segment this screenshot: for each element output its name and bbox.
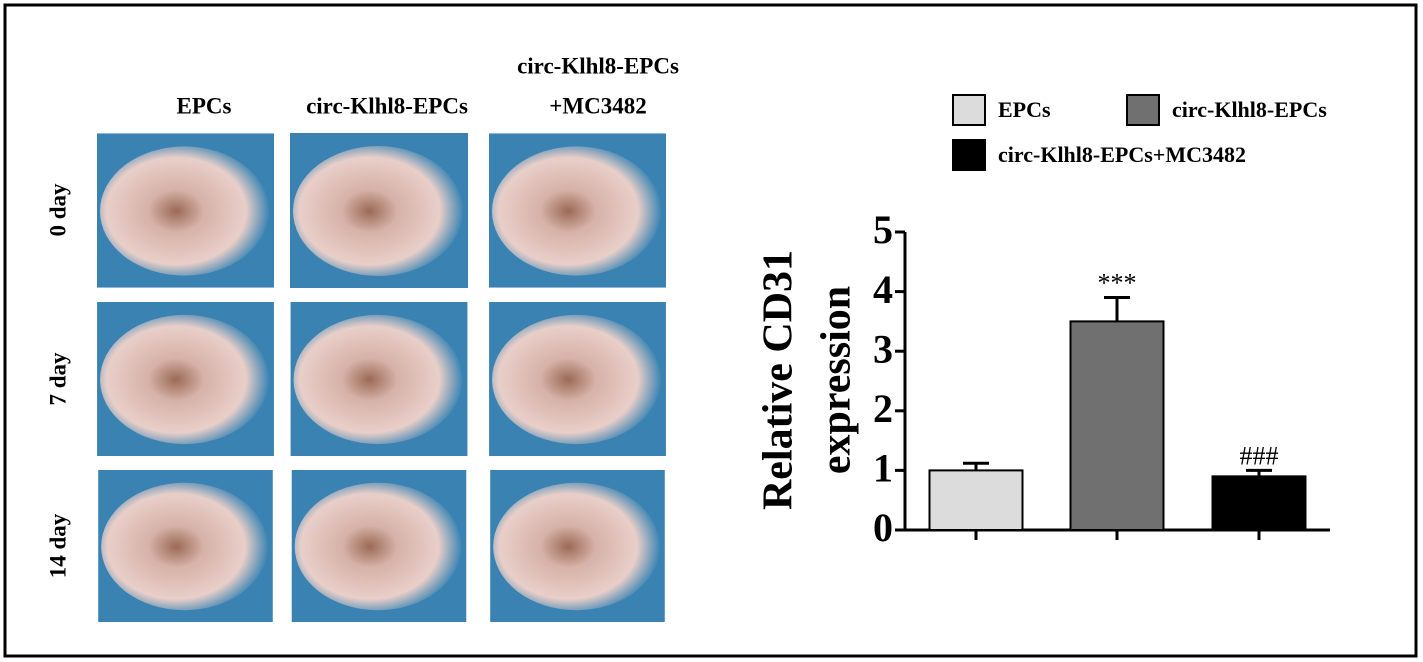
photo [489, 133, 666, 288]
photo [97, 133, 274, 288]
column-label: circ-Klhl8-EPCs [306, 93, 468, 118]
frame [3, 3, 1418, 658]
error-bar [963, 461, 989, 471]
y-tick-label: 3 [873, 326, 893, 371]
significance-label: *** [1098, 269, 1137, 298]
photo [490, 470, 665, 622]
photo-labels: EPCs circ-Klhl8-EPCs circ-Klhl8-EPCs +MC348… [45, 53, 679, 578]
legend-label: circ-Klhl8-EPCs+MC3482 [998, 142, 1246, 167]
photo [290, 133, 468, 288]
photo [291, 470, 467, 622]
row-label: 7 day [45, 352, 70, 406]
column-label: +MC3482 [549, 93, 646, 118]
row-label: 14 day [45, 513, 70, 578]
photo [97, 302, 274, 456]
bar [1069, 320, 1165, 531]
column-label: EPCs [177, 93, 232, 118]
photos [97, 133, 666, 622]
legend-label: EPCs [998, 97, 1051, 122]
significance-label: ### [1240, 441, 1279, 470]
photo [290, 302, 468, 456]
row-label: 0 day [45, 183, 70, 237]
legend-label: circ-Klhl8-EPCs [1172, 97, 1327, 122]
y-tick-label: 0 [873, 505, 893, 550]
column-label: circ-Klhl8-EPCs [517, 53, 679, 78]
y-tick-label: 5 [873, 207, 893, 252]
legend-swatch [1126, 94, 1160, 126]
y-tick-label: 1 [873, 446, 893, 491]
bar [928, 469, 1024, 531]
legend-swatch [952, 139, 986, 171]
y-axis-label: expression [814, 286, 860, 474]
legend-swatch [952, 94, 986, 126]
y-tick-label: 4 [873, 267, 893, 312]
bar-chart: 0 1 2 3 4 5 Relative CD31 expression *** ### EPCs c… [756, 94, 1330, 550]
error-bar [1104, 296, 1130, 322]
y-tick-label: 2 [873, 386, 893, 431]
bar [1211, 475, 1307, 531]
photo [98, 470, 273, 622]
photo [489, 302, 666, 456]
y-axis-label: Relative CD31 [756, 250, 802, 510]
